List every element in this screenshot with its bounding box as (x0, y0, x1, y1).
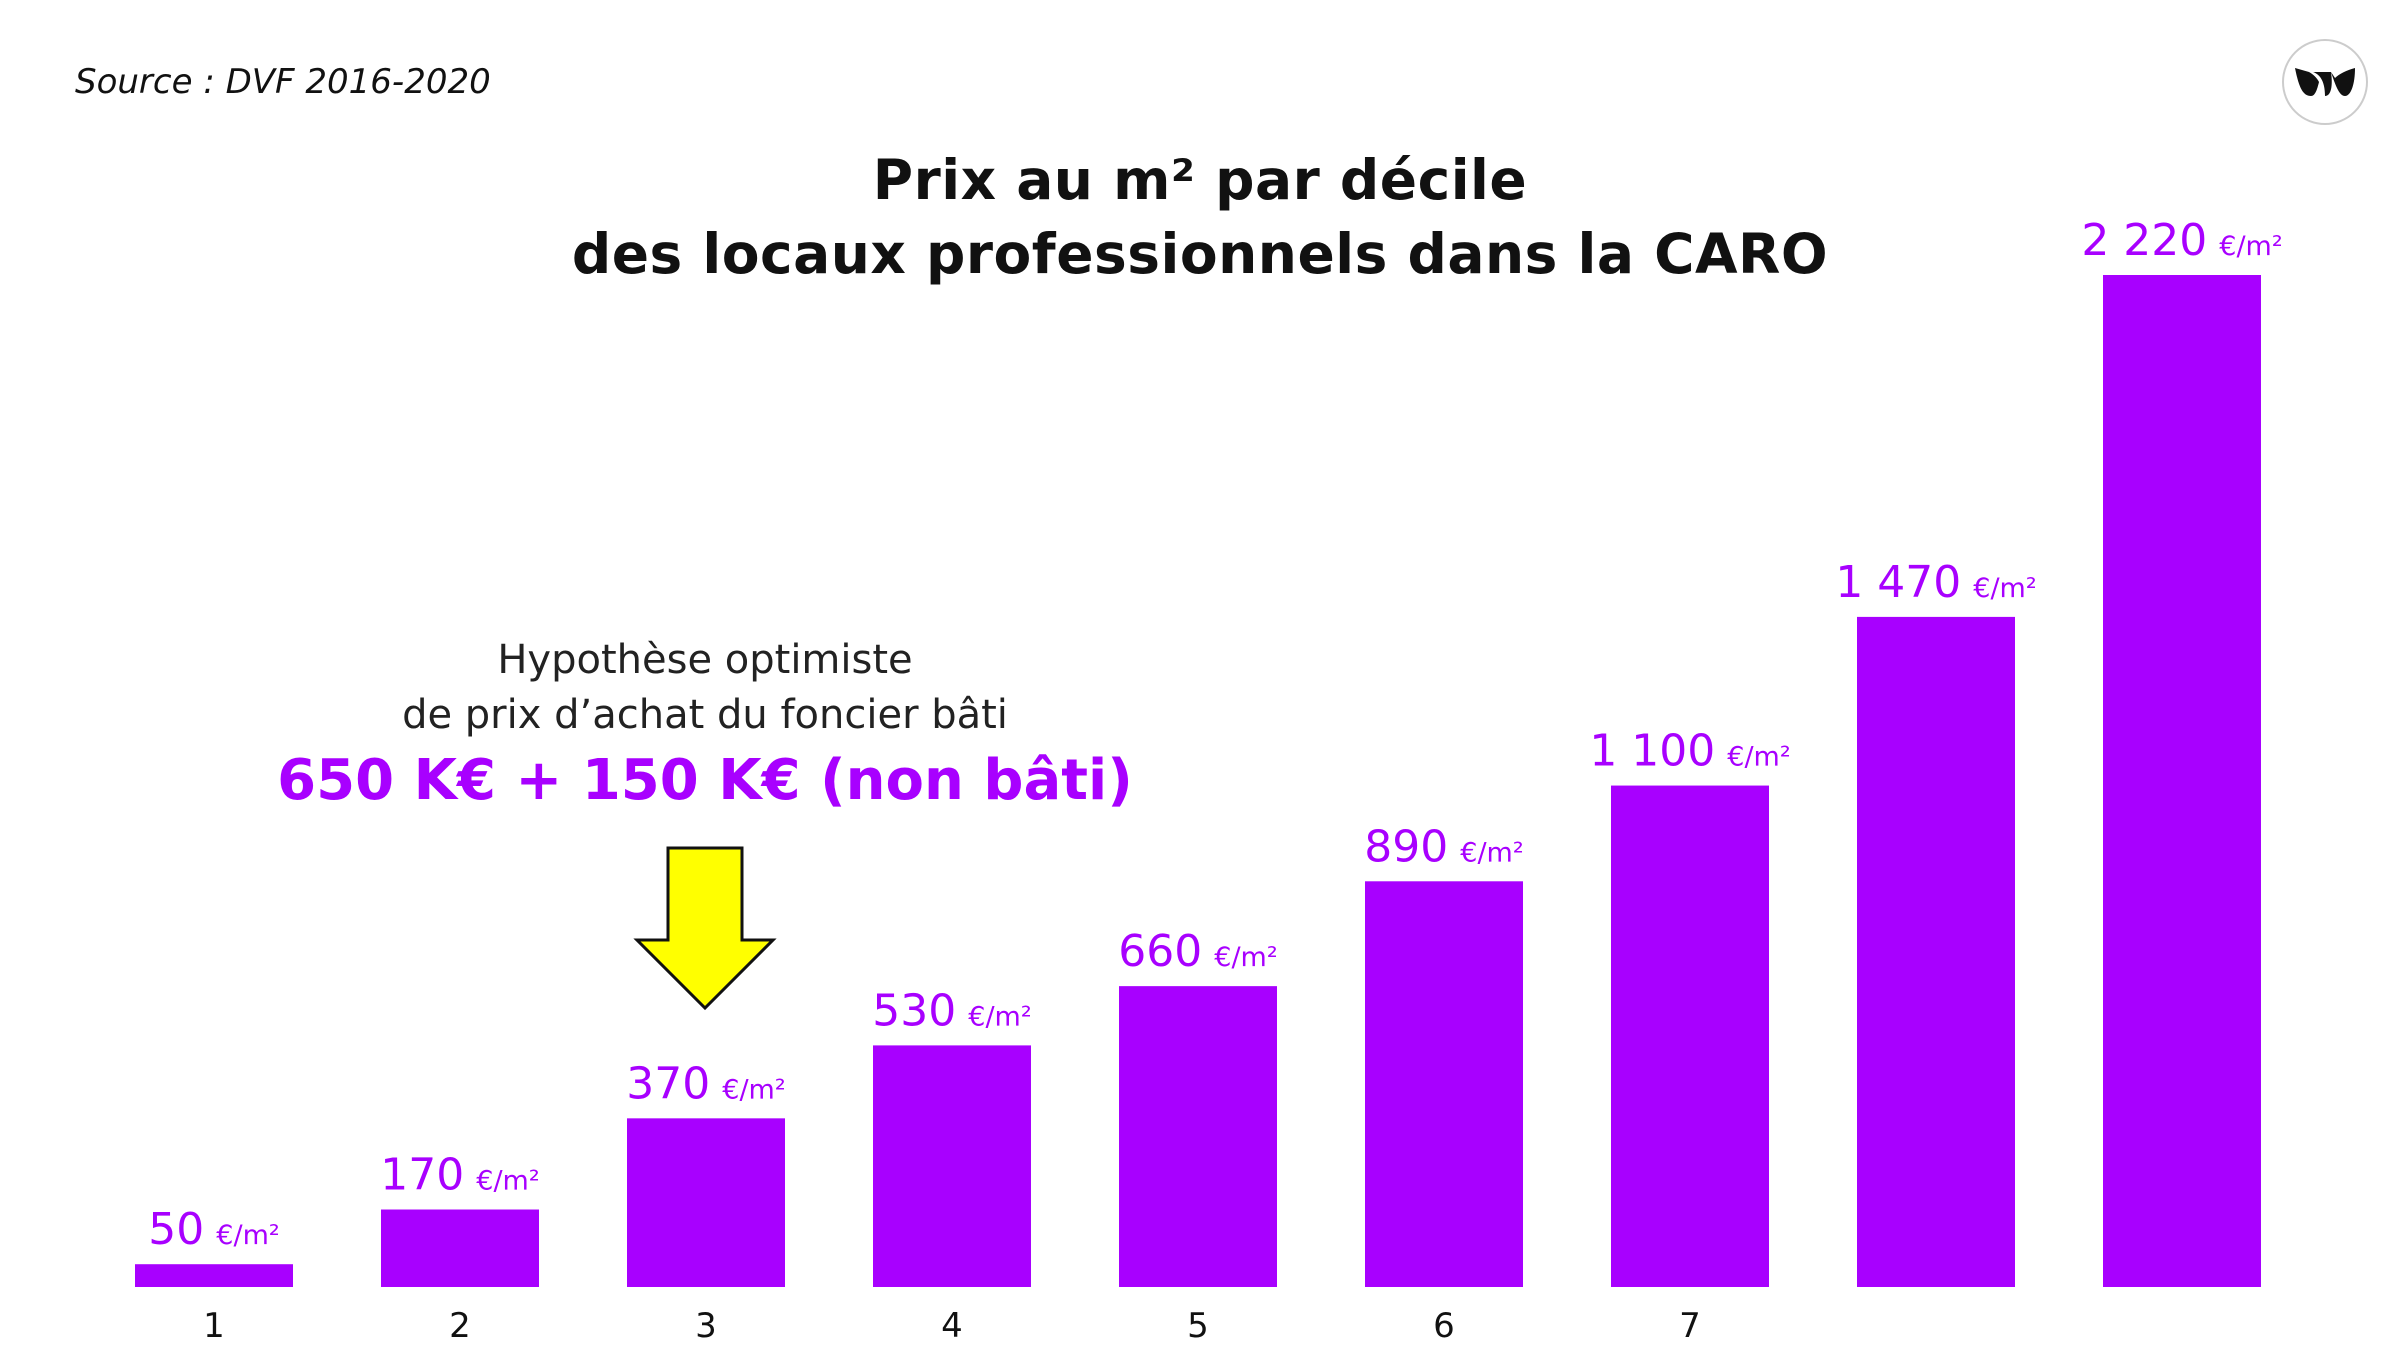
bar-5 (1119, 986, 1277, 1287)
data-label-4: 530 €/m² (872, 985, 1031, 1036)
x-tick-label-7: 7 (1679, 1306, 1701, 1346)
annotation-highlight: 650 K€ + 150 K€ (non bâti) (277, 748, 1133, 813)
brand-logo-icon (2282, 39, 2368, 125)
bar-3 (627, 1118, 785, 1287)
x-tick-label-4: 4 (941, 1306, 963, 1346)
bar-7 (1611, 785, 1769, 1287)
bar-8 (1857, 616, 2015, 1287)
chart-subtitle: des locaux professionnels dans la CARO (571, 222, 1829, 286)
annotation-line-1: Hypothèse optimiste (497, 637, 913, 683)
source-note: Source : DVF 2016-2020 (75, 62, 491, 102)
data-label-9: 2 220 €/m² (2081, 215, 2282, 266)
x-tick-label-1: 1 (203, 1306, 225, 1346)
bar-6 (1365, 881, 1523, 1287)
chart-title: Prix au m² par décile (872, 148, 1528, 212)
bar-9 (2103, 275, 2261, 1287)
data-label-1: 50 €/m² (148, 1204, 279, 1255)
data-label-5: 660 €/m² (1118, 926, 1277, 977)
data-label-2: 170 €/m² (380, 1150, 539, 1201)
x-tick-label-6: 6 (1433, 1306, 1455, 1346)
annotation-line-2: de prix d’achat du foncier bâti (402, 692, 1008, 738)
x-tick-label-5: 5 (1187, 1306, 1209, 1346)
data-label-6: 890 €/m² (1364, 821, 1523, 872)
data-label-7: 1 100 €/m² (1589, 726, 1790, 777)
bar-1 (135, 1264, 293, 1287)
x-tick-label-2: 2 (449, 1306, 471, 1346)
x-tick-label-3: 3 (695, 1306, 717, 1346)
down-arrow-icon (633, 846, 777, 1011)
data-label-8: 1 470 €/m² (1835, 557, 2036, 608)
bar-4 (873, 1045, 1031, 1287)
data-label-3: 370 €/m² (626, 1058, 785, 1109)
bar-2 (381, 1209, 539, 1287)
